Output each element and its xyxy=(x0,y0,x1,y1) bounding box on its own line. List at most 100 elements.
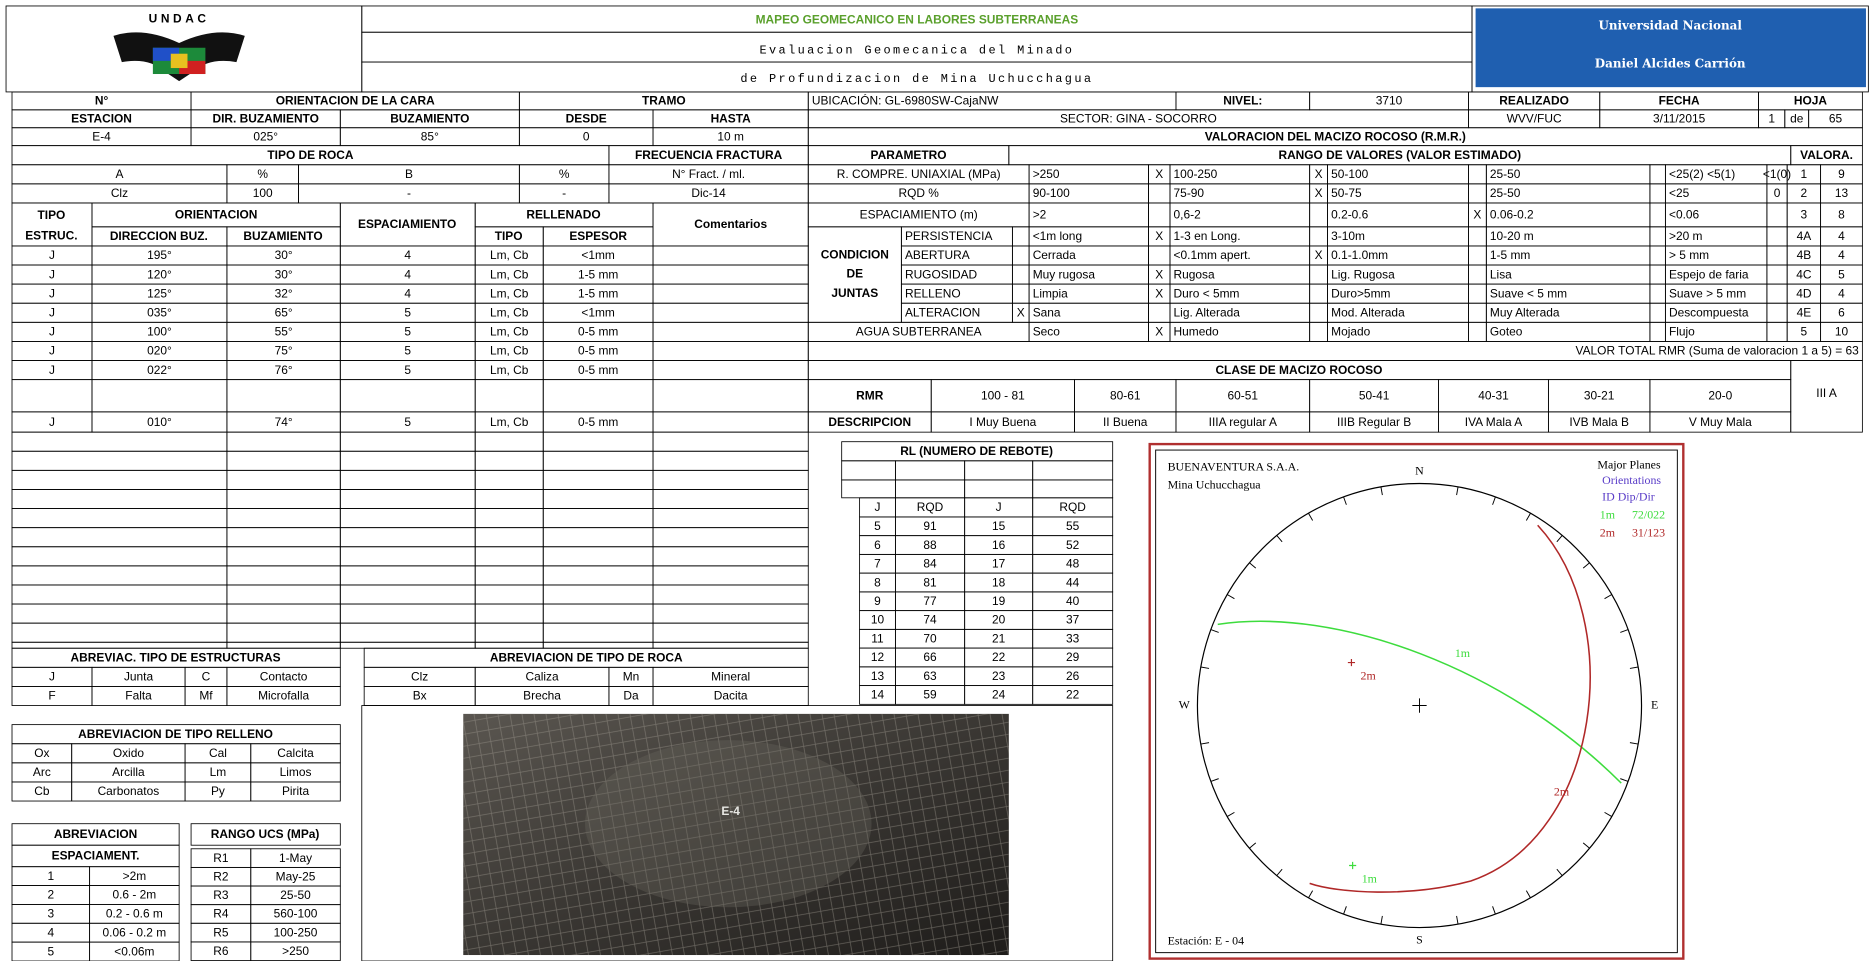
cell-text: 9 xyxy=(1838,167,1845,181)
cell-text: 85° xyxy=(421,129,439,143)
cell-text: 8 xyxy=(1838,208,1845,222)
cell-text: IIIA regular A xyxy=(1209,415,1277,429)
grid-cell xyxy=(652,379,809,413)
cell-text: V Muy Mala xyxy=(1689,415,1752,429)
cell-text: REALIZADO xyxy=(1499,94,1569,108)
cell-text: 4 xyxy=(404,267,411,281)
cell-text: RANGO UCS (MPa) xyxy=(211,827,320,841)
cell-text: Mn xyxy=(623,670,640,684)
cell-text: R5 xyxy=(213,925,229,939)
cell-text: RQD xyxy=(1059,500,1086,514)
cell-text: BUZAMIENTO xyxy=(243,229,322,243)
cell-text: 65° xyxy=(275,306,293,320)
cell-text: 22 xyxy=(992,650,1006,664)
cell-text: X xyxy=(1473,208,1481,222)
cell-text: VALORA. xyxy=(1800,148,1853,162)
cell-text: 195° xyxy=(147,248,172,262)
cell-text: Cb xyxy=(34,784,50,798)
cell-text: ALTERACION xyxy=(905,306,980,320)
cell-text: C xyxy=(202,670,211,684)
cell-text: X xyxy=(1315,167,1323,181)
pole-label: 2m xyxy=(1361,669,1377,683)
cell-text: 55° xyxy=(275,325,293,339)
cell-text: FECHA xyxy=(1659,94,1700,108)
cell-text: 60-51 xyxy=(1228,388,1259,402)
stereonet-tick xyxy=(1276,535,1283,543)
pole xyxy=(1347,658,1356,667)
cell-text: 0.2-0.6 xyxy=(1331,208,1368,222)
stereonet-tick xyxy=(1456,915,1459,925)
company: BUENAVENTURA S.A.A. xyxy=(1168,460,1300,474)
cell-text: 48 xyxy=(1066,557,1080,571)
cell-text: 25-50 xyxy=(1490,186,1521,200)
stereonet-tick xyxy=(1492,496,1496,505)
cell-text: ABERTURA xyxy=(905,248,970,262)
cell-text: Contacto xyxy=(260,670,308,684)
cell-text: Caliza xyxy=(525,670,558,684)
cell-text: SECTOR: GINA - SOCORRO xyxy=(1060,112,1217,126)
cell-text: 30-21 xyxy=(1584,388,1615,402)
stereonet-tick xyxy=(1629,742,1639,745)
stereonet-frame xyxy=(1148,442,1685,960)
cell-text: 0.6 - 2m xyxy=(113,888,157,902)
cell-text: <25(2) <5(1) xyxy=(1669,167,1735,181)
cell-text: R6 xyxy=(213,944,229,958)
cell-text: 37 xyxy=(1066,613,1080,627)
plane-label: 2m xyxy=(1554,784,1570,798)
cell-text: ABREVIAC. TIPO DE ESTRUCTURAS xyxy=(71,651,281,665)
cell-text: 120° xyxy=(147,267,172,281)
cell-text: VALORACION DEL MACIZO ROCOSO (R.M.R.) xyxy=(1205,129,1466,143)
cell-text: 0.2 - 0.6 m xyxy=(106,907,163,921)
cell-text: J xyxy=(49,325,55,339)
university-banner xyxy=(1475,8,1866,88)
cell-text: 1-5 mm xyxy=(578,286,618,300)
cell-text: ABREVIACION DE TIPO DE ROCA xyxy=(490,651,683,665)
cell-text: 5 xyxy=(874,519,881,533)
cell-text: 5 xyxy=(404,344,411,358)
legend-id: 2m xyxy=(1600,525,1616,539)
stereonet-tick xyxy=(1226,811,1235,817)
cell-text: - xyxy=(562,186,566,200)
cell xyxy=(250,781,341,802)
stereonet-tick xyxy=(1249,562,1257,569)
cell-text: 74 xyxy=(923,613,937,627)
cell-text: >2 xyxy=(1033,208,1047,222)
cell-text: 010° xyxy=(147,415,172,429)
cell-text: Lisa xyxy=(1490,267,1512,281)
cell-text: 4D xyxy=(1796,286,1812,300)
cell-text: 4 xyxy=(47,925,54,939)
cell-text: Rugosa xyxy=(1174,267,1215,281)
cell-text: 74° xyxy=(275,415,293,429)
cell-text: X xyxy=(1155,167,1163,181)
cell-text: 33 xyxy=(1066,631,1080,645)
cell-text: JUNTAS xyxy=(831,286,878,300)
cell-text: Carbonatos xyxy=(98,784,160,798)
subtitle: Evaluacion Geomecanica del Minado xyxy=(759,43,1074,57)
cell-text: 3-10m xyxy=(1331,229,1365,243)
stereonet-tick xyxy=(1629,666,1639,669)
cell-text: RELLENADO xyxy=(526,208,600,222)
cell-text: RUGOSIDAD xyxy=(905,267,978,281)
cell-text: 7 xyxy=(874,557,881,571)
cell-text: 4C xyxy=(1796,267,1812,281)
cell-text: R2 xyxy=(213,869,229,883)
stereonet-tick xyxy=(1456,486,1459,496)
cell-text: > 5 mm xyxy=(1669,248,1709,262)
cell-text: 16 xyxy=(992,538,1006,552)
cell-text: X xyxy=(1315,248,1323,262)
direction-label: N xyxy=(1415,463,1424,477)
cell-text: J xyxy=(996,500,1002,514)
cell-text: 0 xyxy=(1774,186,1781,200)
cell-text: 8 xyxy=(874,575,881,589)
cell-text: 100-250 xyxy=(1174,167,1218,181)
cell-text: 44 xyxy=(1066,575,1080,589)
cell-text: R. COMPRE. UNIAXIAL (MPa) xyxy=(837,167,1001,181)
cell-text: 0 xyxy=(583,129,590,143)
cell-text: 035° xyxy=(147,306,172,320)
cell-text: ESPESOR xyxy=(569,229,627,243)
cell-text: 5 xyxy=(1801,325,1808,339)
cell-text: Calcita xyxy=(277,746,314,760)
cell-text: 81 xyxy=(923,575,937,589)
cell-text: 4E xyxy=(1797,306,1812,320)
